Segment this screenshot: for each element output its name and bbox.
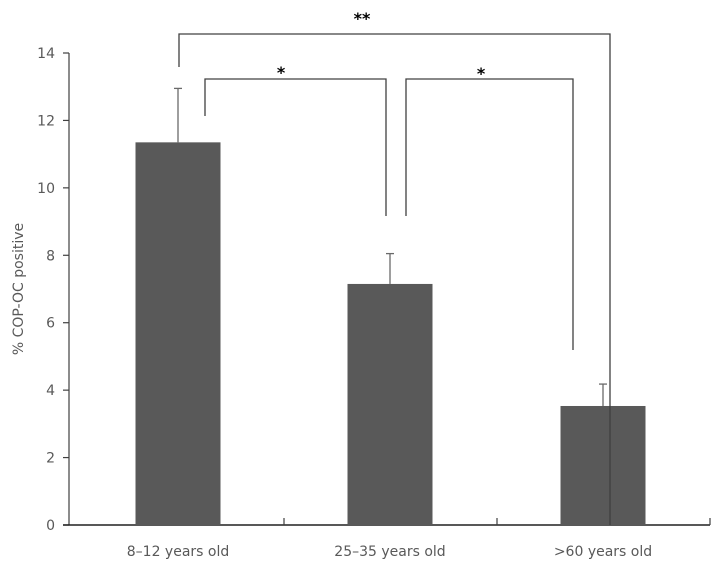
bar bbox=[135, 142, 221, 526]
bracket-2-3 bbox=[405, 78, 574, 350]
y-tick-label: 2 bbox=[46, 451, 55, 467]
bars bbox=[135, 142, 646, 526]
y-tick-label: 8 bbox=[46, 248, 55, 264]
significance-brackets: *** * bbox=[178, 9, 611, 525]
error-bars bbox=[174, 87, 607, 406]
bracket-1-2 bbox=[204, 78, 387, 216]
y-tick-label: 6 bbox=[46, 316, 55, 332]
bracket-1-3 bbox=[178, 33, 611, 525]
significance-label: * bbox=[277, 63, 286, 82]
bar bbox=[560, 405, 646, 525]
x-category-label: 25–35 years old bbox=[334, 544, 445, 560]
bar bbox=[347, 283, 433, 525]
y-tick-label: 0 bbox=[46, 518, 55, 534]
x-category-label: >60 years old bbox=[554, 544, 652, 560]
significance-label: ** bbox=[354, 9, 371, 28]
y-axis-label: % COP-OC positive bbox=[11, 223, 27, 355]
significance-label: * bbox=[477, 64, 486, 83]
x-category-label: 8–12 years old bbox=[127, 544, 230, 560]
y-axis: 0 2 4 6 8 10 12 14 bbox=[37, 46, 70, 534]
y-tick-label: 10 bbox=[37, 181, 55, 197]
y-tick-label: 4 bbox=[46, 383, 55, 399]
y-tick-label: 14 bbox=[37, 46, 55, 62]
y-tick-label: 12 bbox=[37, 113, 55, 129]
